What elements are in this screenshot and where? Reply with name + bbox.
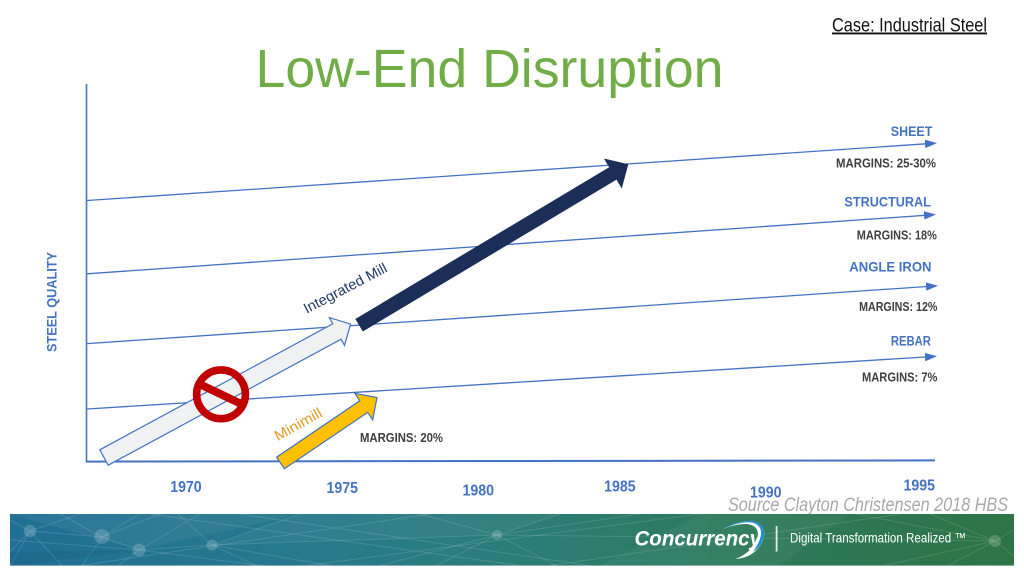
- svg-text:1970: 1970: [170, 479, 202, 496]
- svg-text:Case: Industrial Steel: Case: Industrial Steel: [832, 16, 987, 37]
- svg-text:STRUCTURAL: STRUCTURAL: [844, 195, 931, 210]
- svg-text:MARGINS: 12%: MARGINS: 12%: [859, 300, 937, 314]
- svg-text:STEEL QUALITY: STEEL QUALITY: [45, 252, 60, 352]
- svg-text:1995: 1995: [904, 477, 936, 494]
- svg-text:MARGINS: 25-30%: MARGINS: 25-30%: [836, 157, 936, 171]
- svg-text:MARGINS: 7%: MARGINS: 7%: [862, 370, 937, 384]
- svg-text:Low-End Disruption: Low-End Disruption: [256, 39, 724, 99]
- svg-text:1975: 1975: [327, 480, 359, 497]
- svg-text:Source Clayton Christensen 201: Source Clayton Christensen 2018 HBS: [728, 494, 1008, 516]
- svg-text:ANGLE IRON: ANGLE IRON: [849, 260, 931, 275]
- svg-text:Digital Transformation Realize: Digital Transformation Realized ™: [790, 530, 966, 546]
- svg-text:SHEET: SHEET: [891, 124, 933, 139]
- svg-text:MARGINS: 18%: MARGINS: 18%: [857, 229, 937, 243]
- svg-text:REBAR: REBAR: [891, 334, 931, 349]
- svg-text:MARGINS: 20%: MARGINS: 20%: [360, 431, 443, 445]
- svg-text:1990: 1990: [750, 484, 782, 501]
- svg-text:1980: 1980: [463, 483, 495, 500]
- svg-text:Concurrency: Concurrency: [635, 527, 762, 551]
- svg-text:1985: 1985: [604, 478, 636, 495]
